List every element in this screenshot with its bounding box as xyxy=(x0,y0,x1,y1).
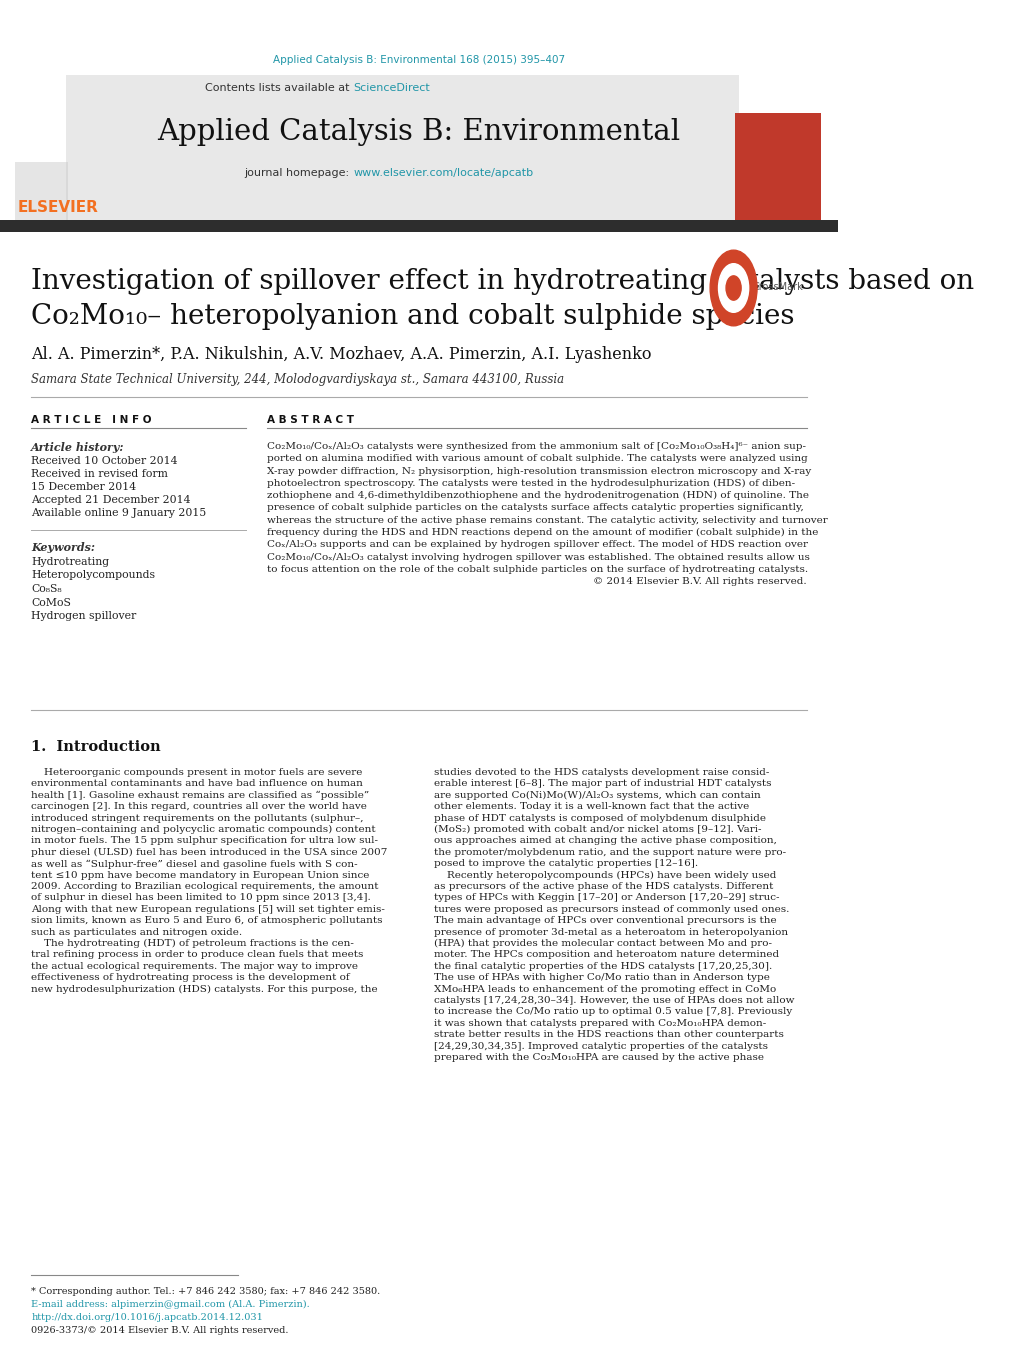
Text: it was shown that catalysts prepared with Co₂Mo₁₀HPA demon-: it was shown that catalysts prepared wit… xyxy=(433,1019,765,1028)
Text: Heteropolycompounds: Heteropolycompounds xyxy=(32,570,155,581)
Text: 0926-3373/© 2014 Elsevier B.V. All rights reserved.: 0926-3373/© 2014 Elsevier B.V. All right… xyxy=(32,1325,288,1335)
Text: zothiophene and 4,6-dimethyldibenzothiophene and the hydrodenitrogenation (HDN) : zothiophene and 4,6-dimethyldibenzothiop… xyxy=(267,492,808,500)
Text: sion limits, known as Euro 5 and Euro 6, of atmospheric pollutants: sion limits, known as Euro 5 and Euro 6,… xyxy=(32,916,382,925)
Text: strate better results in the HDS reactions than other counterparts: strate better results in the HDS reactio… xyxy=(433,1031,783,1039)
Text: Coₓ/Al₂O₃ supports and can be explained by hydrogen spillover effect. The model : Coₓ/Al₂O₃ supports and can be explained … xyxy=(267,540,807,550)
Text: environmental contaminants and have bad influence on human: environmental contaminants and have bad … xyxy=(32,780,363,789)
Text: Investigation of spillover effect in hydrotreating catalysts based on: Investigation of spillover effect in hyd… xyxy=(32,267,973,295)
Text: ScienceDirect: ScienceDirect xyxy=(353,82,430,93)
Text: Hydrotreating: Hydrotreating xyxy=(32,557,109,567)
Text: Along with that new European regulations [5] will set tighter emis-: Along with that new European regulations… xyxy=(32,905,385,913)
Text: www.elsevier.com/locate/apcatb: www.elsevier.com/locate/apcatb xyxy=(353,168,533,178)
Bar xyxy=(65,76,739,226)
Text: ELSEVIER: ELSEVIER xyxy=(18,200,99,215)
Text: Received in revised form: Received in revised form xyxy=(32,469,168,480)
Text: tral refining process in order to produce clean fuels that meets: tral refining process in order to produc… xyxy=(32,950,363,959)
Text: E-mail address: alpimerzin@gmail.com (Al.A. Pimerzin).: E-mail address: alpimerzin@gmail.com (Al… xyxy=(32,1300,310,1309)
Text: [24,29,30,34,35]. Improved catalytic properties of the catalysts: [24,29,30,34,35]. Improved catalytic pro… xyxy=(433,1042,767,1051)
Text: are supported Co(Ni)Mo(W)/Al₂O₃ systems, which can contain: are supported Co(Ni)Mo(W)/Al₂O₃ systems,… xyxy=(433,790,760,800)
Text: tent ≤10 ppm have become mandatory in European Union since: tent ≤10 ppm have become mandatory in Eu… xyxy=(32,870,369,880)
Text: X-ray powder diffraction, N₂ physisorption, high-resolution transmission electro: X-ray powder diffraction, N₂ physisorpti… xyxy=(267,466,810,476)
Text: © 2014 Elsevier B.V. All rights reserved.: © 2014 Elsevier B.V. All rights reserved… xyxy=(592,577,806,586)
Circle shape xyxy=(726,276,741,300)
Text: health [1]. Gasoline exhaust remains are classified as “possible”: health [1]. Gasoline exhaust remains are… xyxy=(32,790,369,800)
Text: new hydrodesulphurization (HDS) catalysts. For this purpose, the: new hydrodesulphurization (HDS) catalyst… xyxy=(32,985,377,994)
Text: in motor fuels. The 15 ppm sulphur specification for ultra low sul-: in motor fuels. The 15 ppm sulphur speci… xyxy=(32,836,378,846)
Text: such as particulates and nitrogen oxide.: such as particulates and nitrogen oxide. xyxy=(32,928,243,936)
Text: Applied Catalysis B: Environmental 168 (2015) 395–407: Applied Catalysis B: Environmental 168 (… xyxy=(273,55,565,65)
Text: the actual ecological requirements. The major way to improve: the actual ecological requirements. The … xyxy=(32,962,358,971)
Text: frequency during the HDS and HDN reactions depend on the amount of modifier (cob: frequency during the HDS and HDN reactio… xyxy=(267,528,817,538)
Text: as well as “Sulphur-free” diesel and gasoline fuels with S con-: as well as “Sulphur-free” diesel and gas… xyxy=(32,859,358,869)
Text: Recently heteropolycompounds (HPCs) have been widely used: Recently heteropolycompounds (HPCs) have… xyxy=(433,870,775,880)
Text: introduced stringent requirements on the pollutants (sulphur–,: introduced stringent requirements on the… xyxy=(32,813,364,823)
Text: effectiveness of hydrotreating process is the development of: effectiveness of hydrotreating process i… xyxy=(32,973,350,982)
Text: phur diesel (ULSD) fuel has been introduced in the USA since 2007: phur diesel (ULSD) fuel has been introdu… xyxy=(32,848,387,857)
Text: studies devoted to the HDS catalysts development raise consid-: studies devoted to the HDS catalysts dev… xyxy=(433,767,768,777)
Text: A B S T R A C T: A B S T R A C T xyxy=(267,415,354,426)
Bar xyxy=(14,162,68,222)
Text: whereas the structure of the active phase remains constant. The catalytic activi: whereas the structure of the active phas… xyxy=(267,516,827,524)
Text: carcinogen [2]. In this regard, countries all over the world have: carcinogen [2]. In this regard, countrie… xyxy=(32,802,367,811)
Text: other elements. Today it is a well-known fact that the active: other elements. Today it is a well-known… xyxy=(433,802,748,811)
Text: Hydrogen spillover: Hydrogen spillover xyxy=(32,611,137,621)
Text: tures were proposed as precursors instead of commonly used ones.: tures were proposed as precursors instea… xyxy=(433,905,789,913)
Text: erable interest [6–8]. The major part of industrial HDT catalysts: erable interest [6–8]. The major part of… xyxy=(433,780,770,789)
Text: nitrogen–containing and polycyclic aromatic compounds) content: nitrogen–containing and polycyclic aroma… xyxy=(32,825,375,834)
Text: ported on alumina modified with various amount of cobalt sulphide. The catalysts: ported on alumina modified with various … xyxy=(267,454,807,463)
Text: (MoS₂) promoted with cobalt and/or nickel atoms [9–12]. Vari-: (MoS₂) promoted with cobalt and/or nicke… xyxy=(433,825,760,834)
Text: of sulphur in diesel has been limited to 10 ppm since 2013 [3,4].: of sulphur in diesel has been limited to… xyxy=(32,893,371,902)
Text: Al. A. Pimerzin*, P.A. Nikulshin, A.V. Mozhaev, A.A. Pimerzin, A.I. Lyashenko: Al. A. Pimerzin*, P.A. Nikulshin, A.V. M… xyxy=(32,346,651,363)
Text: The main advantage of HPCs over conventional precursors is the: The main advantage of HPCs over conventi… xyxy=(433,916,775,925)
Text: types of HPCs with Keggin [17–20] or Anderson [17,20–29] struc-: types of HPCs with Keggin [17–20] or And… xyxy=(433,893,779,902)
Text: catalysts [17,24,28,30–34]. However, the use of HPAs does not allow: catalysts [17,24,28,30–34]. However, the… xyxy=(433,996,794,1005)
Text: Available online 9 January 2015: Available online 9 January 2015 xyxy=(32,508,206,517)
Bar xyxy=(735,113,820,228)
Text: presence of promoter 3d-metal as a heteroatom in heteropolyanion: presence of promoter 3d-metal as a heter… xyxy=(433,928,787,936)
Text: Applied Catalysis B: Environmental: Applied Catalysis B: Environmental xyxy=(157,118,680,146)
Text: Co₂Mo₁₀/Coₓ/Al₂O₃ catalyst involving hydrogen spillover was established. The obt: Co₂Mo₁₀/Coₓ/Al₂O₃ catalyst involving hyd… xyxy=(267,553,809,562)
Text: The use of HPAs with higher Co/Mo ratio than in Anderson type: The use of HPAs with higher Co/Mo ratio … xyxy=(433,973,769,982)
Text: Co₂Mo₁₀/Coₓ/Al₂O₃ catalysts were synthesized from the ammonium salt of [Co₂Mo₁₀O: Co₂Mo₁₀/Coₓ/Al₂O₃ catalysts were synthes… xyxy=(267,442,805,451)
Text: Accepted 21 December 2014: Accepted 21 December 2014 xyxy=(32,494,191,505)
Text: phase of HDT catalysts is composed of molybdenum disulphide: phase of HDT catalysts is composed of mo… xyxy=(433,813,765,823)
Text: 15 December 2014: 15 December 2014 xyxy=(32,482,137,492)
Text: Contents lists available at: Contents lists available at xyxy=(205,82,353,93)
Text: ous approaches aimed at changing the active phase composition,: ous approaches aimed at changing the act… xyxy=(433,836,775,846)
Text: to increase the Co/Mo ratio up to optimal 0.5 value [7,8]. Previously: to increase the Co/Mo ratio up to optima… xyxy=(433,1008,791,1016)
Circle shape xyxy=(709,250,756,326)
Text: CATALYSIS: CATALYSIS xyxy=(756,149,800,157)
Text: 2009. According to Brazilian ecological requirements, the amount: 2009. According to Brazilian ecological … xyxy=(32,882,378,892)
Text: the final catalytic properties of the HDS catalysts [17,20,25,30].: the final catalytic properties of the HD… xyxy=(433,962,771,971)
Text: (HPA) that provides the molecular contact between Mo and pro-: (HPA) that provides the molecular contac… xyxy=(433,939,771,948)
Text: posed to improve the catalytic properties [12–16].: posed to improve the catalytic propertie… xyxy=(433,859,697,869)
Text: XMo₆HPA leads to enhancement of the promoting effect in CoMo: XMo₆HPA leads to enhancement of the prom… xyxy=(433,985,775,993)
Text: journal homepage:: journal homepage: xyxy=(245,168,353,178)
Text: Keywords:: Keywords: xyxy=(32,542,95,553)
Text: * Corresponding author. Tel.: +7 846 242 3580; fax: +7 846 242 3580.: * Corresponding author. Tel.: +7 846 242… xyxy=(32,1288,380,1296)
Text: The hydrotreating (HDT) of petroleum fractions is the cen-: The hydrotreating (HDT) of petroleum fra… xyxy=(32,939,354,948)
Text: CrossMark: CrossMark xyxy=(752,282,802,292)
Text: photoelectron spectroscopy. The catalysts were tested in the hydrodesulphurizati: photoelectron spectroscopy. The catalyst… xyxy=(267,478,795,488)
Text: as precursors of the active phase of the HDS catalysts. Different: as precursors of the active phase of the… xyxy=(433,882,772,892)
Text: presence of cobalt sulphide particles on the catalysts surface affects catalytic: presence of cobalt sulphide particles on… xyxy=(267,504,803,512)
Text: http://dx.doi.org/10.1016/j.apcatb.2014.12.031: http://dx.doi.org/10.1016/j.apcatb.2014.… xyxy=(32,1313,263,1323)
Text: A R T I C L E   I N F O: A R T I C L E I N F O xyxy=(32,415,152,426)
Text: prepared with the Co₂Mo₁₀HPA are caused by the active phase: prepared with the Co₂Mo₁₀HPA are caused … xyxy=(433,1052,763,1062)
Text: Samara State Technical University, 244, Molodogvardiyskaya st., Samara 443100, R: Samara State Technical University, 244, … xyxy=(32,373,564,386)
Text: Co₂Mo₁₀– heteropolyanion and cobalt sulphide species: Co₂Mo₁₀– heteropolyanion and cobalt sulp… xyxy=(32,303,794,330)
Text: Received 10 October 2014: Received 10 October 2014 xyxy=(32,457,177,466)
Text: Co₈S₈: Co₈S₈ xyxy=(32,584,62,594)
Text: Article history:: Article history: xyxy=(32,442,124,453)
Circle shape xyxy=(717,263,748,312)
Text: the promoter/molybdenum ratio, and the support nature were pro-: the promoter/molybdenum ratio, and the s… xyxy=(433,848,785,857)
Text: moter. The HPCs composition and heteroatom nature determined: moter. The HPCs composition and heteroat… xyxy=(433,950,779,959)
Text: CoMoS: CoMoS xyxy=(32,597,71,608)
Text: 1.  Introduction: 1. Introduction xyxy=(32,740,161,754)
Text: Heteroorganic compounds present in motor fuels are severe: Heteroorganic compounds present in motor… xyxy=(32,767,362,777)
Text: to focus attention on the role of the cobalt sulphide particles on the surface o: to focus attention on the role of the co… xyxy=(267,565,807,574)
Bar xyxy=(0,220,837,232)
